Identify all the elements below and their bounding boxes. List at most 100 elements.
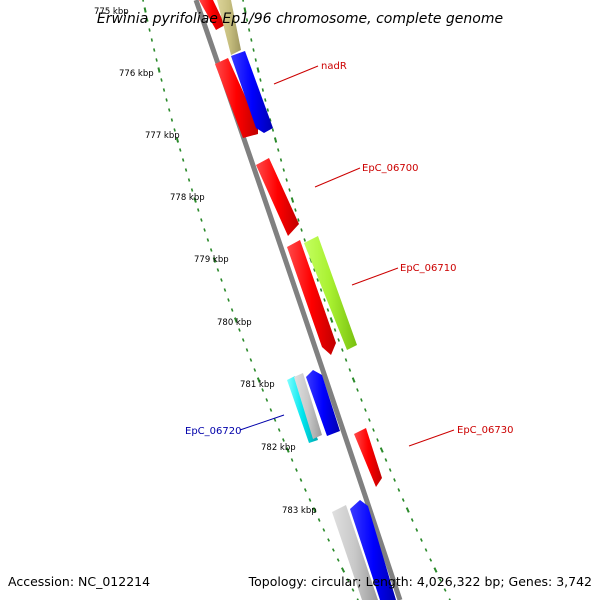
tick-mark bbox=[341, 348, 344, 352]
tick-mark bbox=[323, 298, 326, 302]
tick-mark bbox=[248, 28, 251, 32]
label-leaders bbox=[239, 65, 455, 447]
tick-mark bbox=[290, 197, 295, 203]
tick-mark bbox=[203, 228, 206, 232]
tick-mark bbox=[438, 578, 442, 582]
tick-mark bbox=[401, 498, 405, 502]
gene-arrow-other bbox=[217, 0, 241, 55]
genome-summary: Topology: circular; Length: 4,026,322 bp… bbox=[248, 574, 592, 589]
tick-mark bbox=[348, 368, 352, 372]
tick-mark bbox=[300, 228, 303, 232]
tick-mark bbox=[368, 418, 371, 422]
gene-arrow-reverse bbox=[306, 370, 340, 436]
tick-mark bbox=[282, 438, 285, 442]
tick-mark bbox=[317, 518, 321, 522]
tick-mark bbox=[181, 158, 185, 162]
tick-mark bbox=[157, 67, 161, 73]
tick-mark bbox=[331, 548, 335, 552]
tick-mark bbox=[168, 108, 171, 112]
tick-mark bbox=[223, 288, 227, 292]
tick-mark bbox=[179, 148, 182, 152]
tick-mark bbox=[448, 598, 451, 600]
tick-mark bbox=[295, 468, 298, 472]
tick-mark bbox=[290, 458, 294, 462]
tick-mark bbox=[187, 178, 191, 182]
tick-mark bbox=[308, 498, 312, 502]
tick-mark bbox=[294, 208, 297, 212]
tick-mark bbox=[277, 148, 280, 152]
gene-label-epc-06700: EpC_06700 bbox=[362, 163, 418, 174]
tick-mark bbox=[303, 238, 306, 242]
tick-mark bbox=[313, 268, 316, 272]
tick-mark bbox=[256, 67, 260, 73]
tick-mark bbox=[405, 507, 410, 513]
tick-mark bbox=[312, 507, 317, 513]
tick-mark bbox=[175, 137, 180, 143]
scale-labels: 775 kbp 776 kbp 777 kbp 778 kbp 779 kbp … bbox=[94, 7, 317, 516]
scale-label: 777 kbp bbox=[145, 131, 180, 141]
tick-mark bbox=[253, 368, 257, 372]
tick-mark bbox=[266, 108, 269, 112]
scale-label: 782 kbp bbox=[261, 443, 296, 453]
tick-mark bbox=[288, 188, 291, 192]
gene-arrow-reverse bbox=[350, 500, 396, 600]
tick-mark bbox=[190, 188, 194, 192]
tick-mark bbox=[433, 567, 438, 573]
tick-mark bbox=[146, 18, 149, 22]
tick-mark bbox=[242, 0, 245, 2]
tick-mark bbox=[356, 388, 359, 392]
gene-label-epc-06730: EpC_06730 bbox=[457, 425, 513, 436]
tick-mark bbox=[333, 328, 337, 332]
scale-label: 780 kbp bbox=[217, 318, 252, 328]
gene-arrow-forward bbox=[256, 158, 299, 236]
tick-mark bbox=[297, 218, 300, 222]
gene-features bbox=[199, 0, 396, 600]
scale-label: 775 kbp bbox=[94, 7, 129, 17]
tick-mark bbox=[241, 338, 245, 342]
tick-mark bbox=[269, 408, 273, 412]
tick-mark bbox=[271, 128, 275, 132]
tick-mark bbox=[153, 48, 156, 52]
tick-mark bbox=[303, 488, 307, 492]
tick-mark bbox=[327, 538, 331, 542]
tick-mark bbox=[273, 137, 278, 143]
tick-mark bbox=[364, 408, 367, 412]
tick-mark bbox=[351, 377, 356, 383]
leader-line bbox=[239, 414, 285, 431]
tick-mark bbox=[165, 98, 168, 102]
leader-line bbox=[314, 167, 361, 188]
tick-mark bbox=[341, 567, 346, 573]
tick-mark bbox=[410, 518, 414, 522]
tick-mark bbox=[155, 58, 158, 62]
tick-mark bbox=[227, 298, 230, 302]
leader-line bbox=[273, 65, 319, 85]
tick-mark bbox=[415, 528, 419, 532]
tick-mark bbox=[254, 58, 257, 62]
tick-mark bbox=[200, 218, 203, 222]
gene-arrow-forward bbox=[287, 240, 336, 355]
tick-mark bbox=[261, 88, 264, 92]
scale-label: 778 kbp bbox=[170, 193, 205, 203]
tick-mark bbox=[249, 358, 253, 362]
tick-mark bbox=[424, 548, 428, 552]
map-title: Erwinia pyrifoliae Ep1/96 chromosome, co… bbox=[97, 11, 503, 27]
tick-mark bbox=[256, 377, 261, 383]
leader-line bbox=[408, 429, 455, 447]
gene-label-nadr: nadR bbox=[321, 61, 347, 72]
tick-mark bbox=[360, 398, 363, 402]
scale-label: 779 kbp bbox=[194, 255, 229, 265]
tick-mark bbox=[282, 168, 285, 172]
scale-label: 781 kbp bbox=[240, 380, 275, 390]
tick-mark bbox=[252, 48, 255, 52]
tick-mark bbox=[143, 7, 147, 13]
gene-labels: nadR EpC_06700 EpC_06710 EpC_06720 EpC_0… bbox=[185, 61, 513, 437]
tick-mark bbox=[269, 118, 272, 122]
tick-mark bbox=[238, 328, 241, 332]
tick-mark bbox=[316, 278, 319, 282]
tick-mark bbox=[319, 288, 323, 292]
gene-arrow-rna bbox=[332, 505, 378, 600]
tick-mark bbox=[162, 88, 166, 92]
tick-mark bbox=[376, 438, 379, 442]
tick-mark bbox=[230, 308, 234, 312]
tick-mark bbox=[346, 578, 350, 582]
